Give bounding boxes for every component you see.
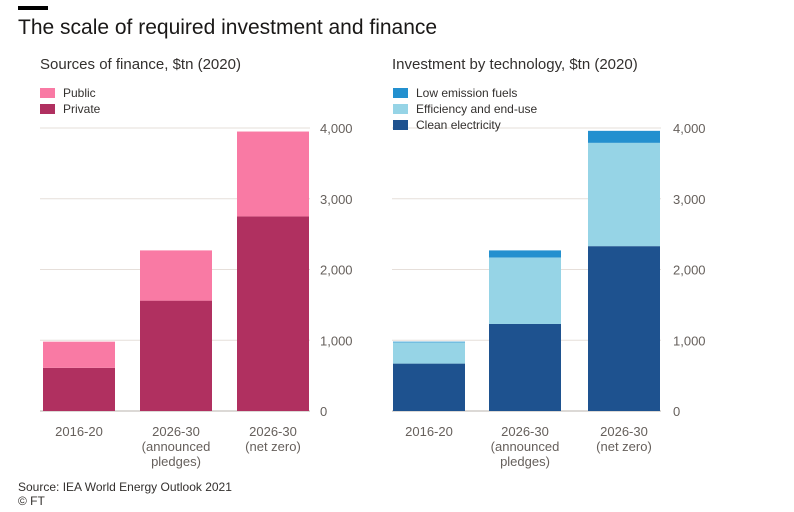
chart-title: Investment by technology, $tn (2020) bbox=[392, 56, 638, 73]
legend-label: Private bbox=[63, 102, 101, 116]
x-tick-label: 2026-30 bbox=[600, 424, 648, 439]
legend-label: Clean electricity bbox=[416, 118, 501, 132]
y-tick-label: 4,000 bbox=[673, 121, 706, 136]
legend-swatch bbox=[393, 88, 408, 98]
y-tick-label: 2,000 bbox=[320, 263, 353, 278]
bar-clean-electricity bbox=[588, 246, 660, 411]
x-tick-label: (net zero) bbox=[245, 439, 301, 454]
ft-credit: © FT bbox=[18, 494, 45, 508]
sources-of-finance-chart: Sources of finance, $tn (2020) 0 1,000 2,00… bbox=[40, 56, 353, 469]
x-tick-label: 2016-20 bbox=[405, 424, 453, 439]
bar-efficiency-and-end-use bbox=[588, 142, 660, 247]
x-tick-label: pledges) bbox=[500, 454, 550, 469]
bar-private bbox=[140, 300, 212, 411]
x-tick-label: 2026-30 bbox=[249, 424, 297, 439]
x-tick-label: (announced bbox=[142, 439, 211, 454]
x-tick-label: 2026-30 bbox=[501, 424, 549, 439]
bar-efficiency-and-end-use bbox=[489, 257, 561, 324]
y-tick-label: 2,000 bbox=[673, 263, 706, 278]
page-title: The scale of required investment and fin… bbox=[18, 16, 438, 39]
y-tick-label: 3,000 bbox=[320, 192, 353, 207]
investment-by-technology-chart: Investment by technology, $tn (2020) 0 1,0… bbox=[392, 56, 706, 469]
legend-label: Efficiency and end-use bbox=[416, 102, 538, 116]
x-tick-label: pledges) bbox=[151, 454, 201, 469]
bar-private bbox=[43, 367, 115, 411]
ft-top-rule bbox=[18, 6, 48, 10]
x-tick-label: (net zero) bbox=[596, 439, 652, 454]
bar-public bbox=[237, 131, 309, 217]
chart-title: Sources of finance, $tn (2020) bbox=[40, 56, 241, 73]
bar-private bbox=[237, 216, 309, 411]
y-tick-label: 0 bbox=[320, 404, 327, 419]
y-tick-label: 1,000 bbox=[673, 333, 706, 348]
legend-label: Public bbox=[63, 86, 96, 100]
legend-swatch bbox=[40, 88, 55, 98]
bar-low-emission-fuels bbox=[393, 341, 465, 343]
x-tick-label: 2016-20 bbox=[55, 424, 103, 439]
bar-low-emission-fuels bbox=[489, 250, 561, 258]
y-tick-label: 0 bbox=[673, 404, 680, 419]
bar-low-emission-fuels bbox=[588, 130, 660, 143]
x-tick-label: (announced bbox=[491, 439, 560, 454]
bar-efficiency-and-end-use bbox=[393, 342, 465, 364]
y-tick-label: 4,000 bbox=[320, 121, 353, 136]
bar-clean-electricity bbox=[489, 323, 561, 411]
bar-clean-electricity bbox=[393, 363, 465, 411]
legend-swatch bbox=[393, 120, 408, 130]
source-note: Source: IEA World Energy Outlook 2021 bbox=[18, 480, 232, 494]
x-tick-label: 2026-30 bbox=[152, 424, 200, 439]
bar-public bbox=[43, 341, 115, 368]
legend-swatch bbox=[40, 104, 55, 114]
y-tick-label: 3,000 bbox=[673, 192, 706, 207]
legend-label: Low emission fuels bbox=[416, 86, 517, 100]
legend-swatch bbox=[393, 104, 408, 114]
y-tick-label: 1,000 bbox=[320, 333, 353, 348]
bar-public bbox=[140, 250, 212, 301]
